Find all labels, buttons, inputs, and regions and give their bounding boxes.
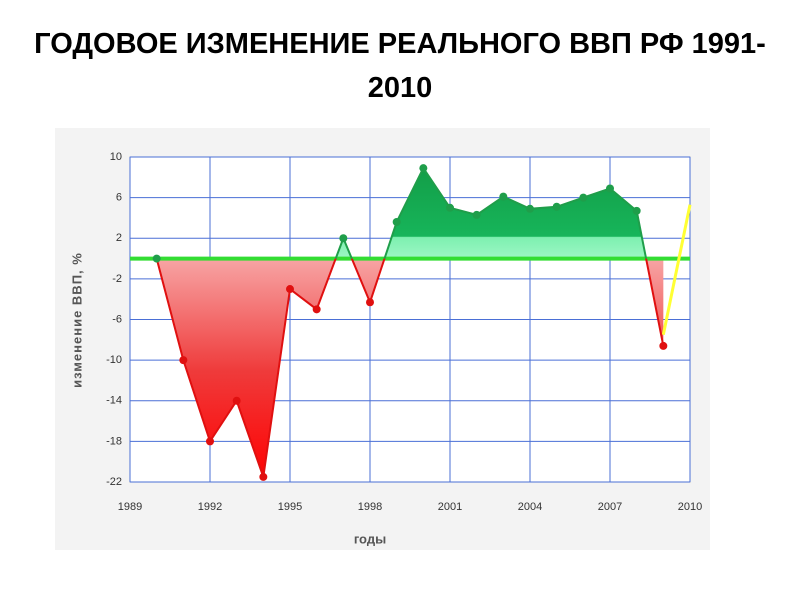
area-fill-negative xyxy=(156,258,664,477)
x-tick-label: 2010 xyxy=(678,501,702,513)
chart-title: ГОДОВОЕ ИЗМЕНЕНИЕ РЕАЛЬНОГО ВВП РФ 1991-… xyxy=(34,28,766,104)
data-point xyxy=(472,210,481,219)
x-tick-label: 1989 xyxy=(118,501,142,513)
x-tick-label: 2001 xyxy=(438,501,462,513)
y-tick-label: -6 xyxy=(112,313,122,325)
data-point xyxy=(259,472,268,481)
y-tick-label: -10 xyxy=(106,354,122,366)
data-point xyxy=(446,203,454,212)
data-point xyxy=(179,356,188,365)
data-point xyxy=(339,234,348,243)
x-tick-label: 1992 xyxy=(198,501,222,513)
data-point xyxy=(552,202,561,211)
y-tick-label: 2 xyxy=(116,232,122,244)
data-point xyxy=(286,285,294,294)
forecast-line xyxy=(661,204,692,336)
data-point xyxy=(579,193,588,202)
data-point xyxy=(419,164,428,173)
y-axis-label: изменение ВВП, % xyxy=(69,252,84,388)
data-point xyxy=(526,204,534,213)
data-point xyxy=(606,184,614,193)
data-point xyxy=(312,305,321,314)
x-axis-label: годы xyxy=(354,531,386,546)
y-tick-label: -18 xyxy=(106,435,122,447)
data-point xyxy=(499,192,508,201)
data-line xyxy=(155,258,665,478)
y-tick-label: 6 xyxy=(116,192,122,204)
x-tick-label: 1995 xyxy=(278,501,302,513)
line-positive xyxy=(156,166,648,259)
data-point xyxy=(392,218,401,226)
x-tick-label: 2007 xyxy=(598,501,622,513)
data-point xyxy=(659,341,668,350)
x-tick-label: 1998 xyxy=(358,501,382,513)
y-tick-label: -2 xyxy=(112,273,122,285)
x-tick-label: 2004 xyxy=(518,501,542,513)
area-fill-positive xyxy=(335,168,647,259)
y-tick-label: -22 xyxy=(106,476,122,488)
data-point xyxy=(232,396,241,405)
data-point xyxy=(206,437,214,446)
y-tick-label: -14 xyxy=(106,395,122,407)
y-tick-label: 10 xyxy=(110,151,122,163)
data-point xyxy=(152,254,161,263)
data-point xyxy=(366,298,374,307)
data-point xyxy=(632,206,641,215)
